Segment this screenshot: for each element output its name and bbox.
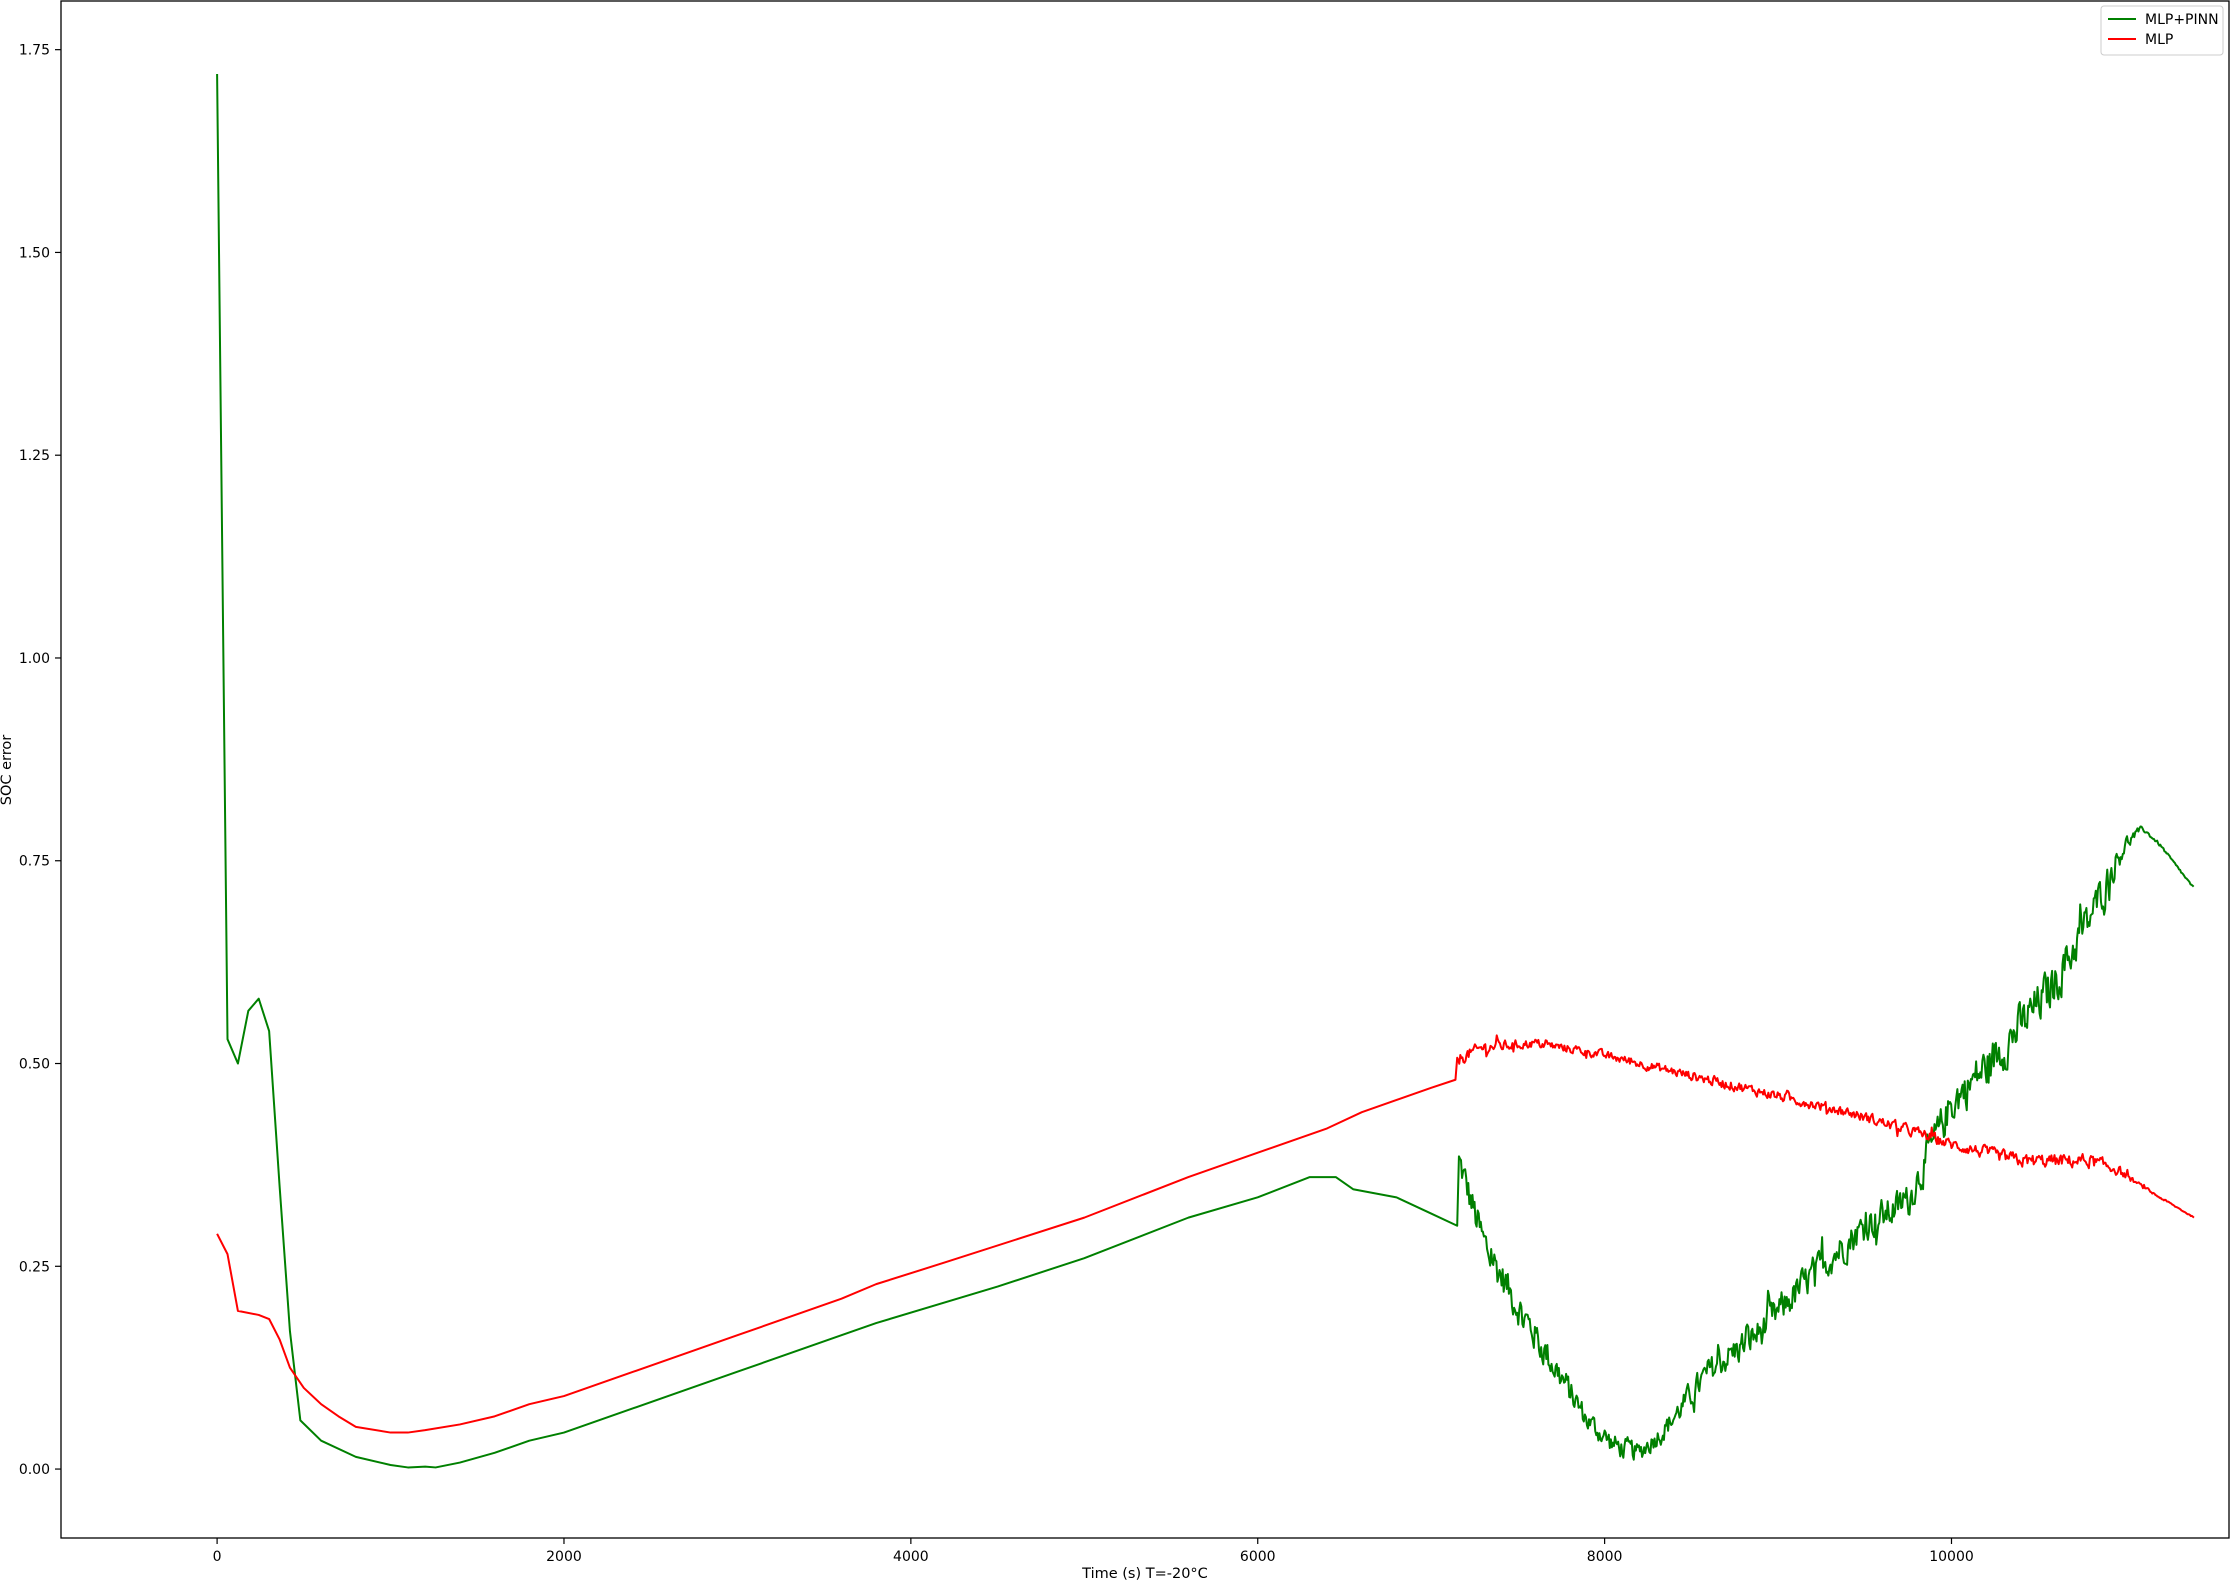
y-tick-label: 1.00 bbox=[19, 651, 50, 667]
x-tick-label: 10000 bbox=[1929, 1549, 1974, 1565]
legend: MLP+PINN MLP bbox=[2100, 5, 2224, 56]
y-axis: 0.00 0.25 0.50 0.75 1.00 1.25 1.50 1.75 bbox=[19, 43, 61, 1478]
series-line-mlp bbox=[216, 1034, 2195, 1434]
y-axis-label: SOC error bbox=[0, 735, 15, 805]
legend-label-mlp-pinn: MLP+PINN bbox=[2145, 12, 2219, 28]
legend-label-mlp: MLP bbox=[2145, 32, 2173, 48]
plot-area bbox=[60, 0, 2230, 1539]
y-tick-label: 1.25 bbox=[19, 448, 50, 464]
y-tick-label: 0.75 bbox=[19, 854, 50, 870]
x-axis-label: Time (s) T=-20°C bbox=[1081, 1566, 1208, 1582]
x-tick-label: 4000 bbox=[893, 1549, 929, 1565]
series-line-mlp-pinn bbox=[216, 73, 2195, 1469]
y-tick-label: 0.00 bbox=[19, 1462, 50, 1478]
y-tick-label: 0.50 bbox=[19, 1057, 50, 1073]
y-tick-label: 1.50 bbox=[19, 245, 50, 261]
series-layer bbox=[216, 73, 2195, 1469]
x-axis: 0 2000 4000 6000 8000 10000 bbox=[213, 1538, 1974, 1565]
x-tick-label: 6000 bbox=[1240, 1549, 1276, 1565]
y-tick-label: 0.25 bbox=[19, 1259, 50, 1275]
x-tick-label: 2000 bbox=[546, 1549, 582, 1565]
x-tick-label: 0 bbox=[213, 1549, 222, 1565]
x-tick-label: 8000 bbox=[1587, 1549, 1623, 1565]
y-tick-label: 1.75 bbox=[19, 43, 50, 59]
